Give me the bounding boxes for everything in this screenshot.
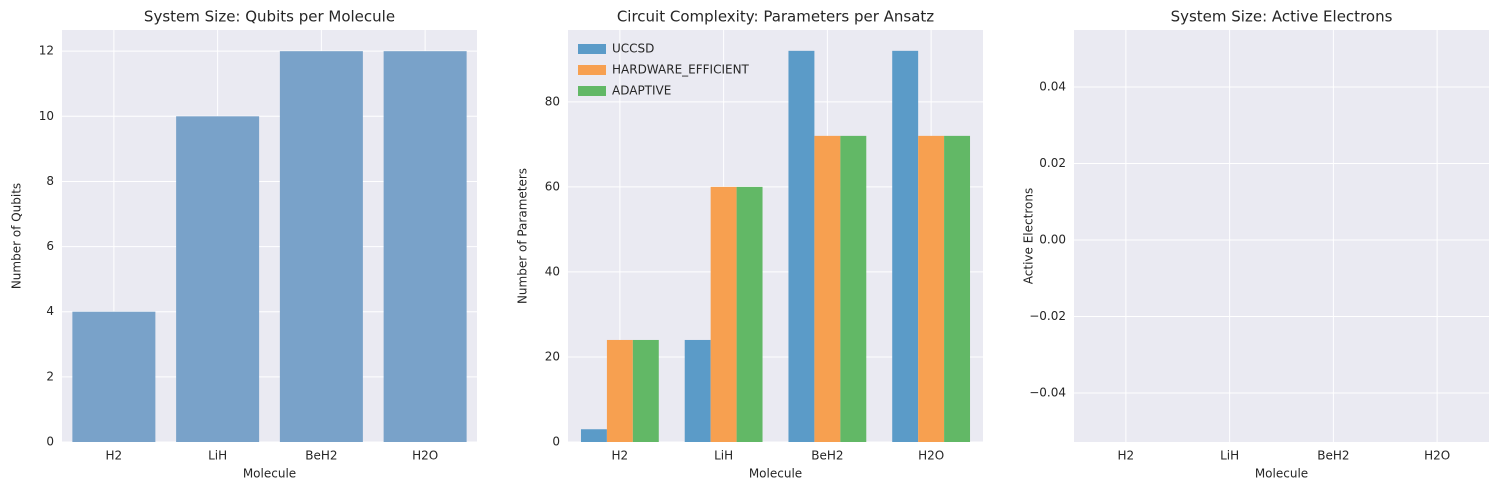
x-tick-label: H2 [1118,449,1135,463]
x-tick-label: BeH2 [305,449,337,463]
x-tick-label: H2 [612,449,629,463]
y-tick-label: −0.02 [1029,309,1066,323]
y-tick-label: 8 [46,174,54,188]
y-axis-label: Active Electrons [1022,188,1036,284]
plot-area [1074,30,1489,442]
x-tick-label: H2O [1424,449,1450,463]
bar [606,339,633,442]
y-tick-label: 0.04 [1039,79,1066,93]
bar [788,50,815,442]
y-tick-label: 0 [46,435,54,449]
bar [814,135,841,442]
bar [176,116,260,443]
y-axis-label: Number of Parameters [516,168,530,304]
x-axis-label: Molecule [749,467,802,481]
x-tick-label: H2O [412,449,438,463]
bar [944,135,971,442]
legend-label: UCCSD [612,42,654,56]
legend-label: HARDWARE_EFFICIENT [612,63,750,77]
y-tick-label: 0 [552,435,560,449]
legend-swatch [578,65,606,75]
bar [279,51,363,443]
bar [918,135,945,442]
y-tick-label: 10 [39,109,54,123]
chart-title: System Size: Active Electrons [1171,8,1393,26]
y-tick-label: 20 [545,349,560,363]
legend-swatch [578,44,606,54]
y-tick-label: 0.02 [1039,156,1066,170]
y-tick-label: 60 [545,179,560,193]
bar [684,339,711,442]
chart-title: Circuit Complexity: Parameters per Ansat… [617,8,934,26]
x-tick-label: LiH [1220,449,1239,463]
y-tick-label: 12 [39,44,54,58]
x-tick-label: H2O [918,449,944,463]
x-tick-label: H2 [106,449,123,463]
y-tick-label: 40 [545,264,560,278]
bar [840,135,867,442]
y-tick-label: 6 [46,239,54,253]
x-tick-label: LiH [208,449,227,463]
bar [710,186,737,442]
x-axis-label: Molecule [243,467,296,481]
bar [383,51,467,443]
y-tick-label: 80 [545,94,560,108]
y-tick-label: 0.00 [1039,233,1066,247]
y-tick-label: −0.04 [1029,386,1066,400]
chart-title: System Size: Qubits per Molecule [144,8,395,26]
y-axis-label: Number of Qubits [10,183,24,289]
bar [736,186,763,442]
y-tick-label: 4 [46,304,54,318]
legend-label: ADAPTIVE [612,84,671,98]
bar [580,429,607,442]
bar [632,339,659,442]
x-tick-label: BeH2 [811,449,843,463]
x-tick-label: BeH2 [1317,449,1349,463]
x-tick-label: LiH [714,449,733,463]
legend-swatch [578,86,606,96]
bar [892,50,919,442]
x-axis-label: Molecule [1255,467,1308,481]
bar [72,311,156,442]
y-tick-label: 2 [46,369,54,383]
